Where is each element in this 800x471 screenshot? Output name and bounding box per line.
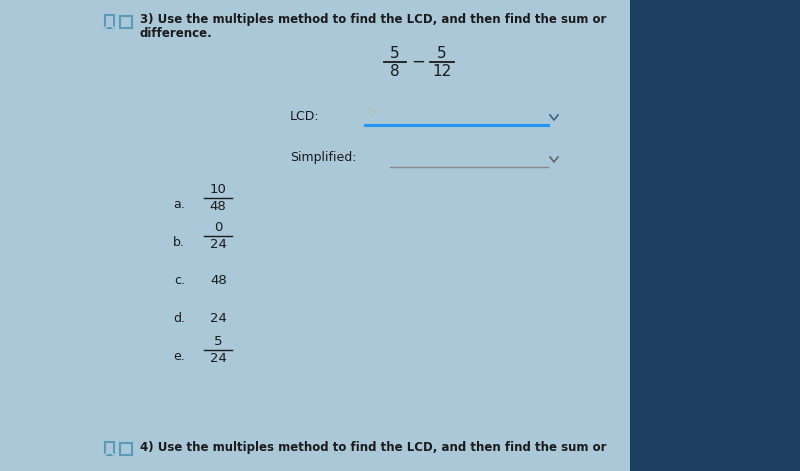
Text: 48: 48 <box>210 274 226 286</box>
Text: 4) Use the multiples method to find the LCD, and then find the sum or: 4) Use the multiples method to find the … <box>140 441 606 454</box>
Text: 12: 12 <box>432 64 452 79</box>
Bar <box>630 0 800 471</box>
Text: 5: 5 <box>437 46 447 61</box>
Text: LCD:: LCD: <box>290 109 320 122</box>
Text: Simplified:: Simplified: <box>290 152 357 164</box>
Text: 5: 5 <box>214 335 222 348</box>
Text: 24: 24 <box>210 238 226 251</box>
Text: 0: 0 <box>214 221 222 234</box>
Text: 10: 10 <box>210 183 226 196</box>
Text: b.: b. <box>173 236 185 249</box>
Text: 5: 5 <box>390 46 400 61</box>
Text: difference.: difference. <box>140 27 213 40</box>
Text: 24: 24 <box>210 352 226 365</box>
Bar <box>105 15 114 28</box>
Text: ☞: ☞ <box>368 104 381 118</box>
Text: 24: 24 <box>210 311 227 325</box>
Text: 8: 8 <box>390 64 400 79</box>
Bar <box>120 443 132 455</box>
Text: 3) Use the multiples method to find the LCD, and then find the sum or: 3) Use the multiples method to find the … <box>140 13 606 26</box>
Text: a.: a. <box>174 197 185 211</box>
Text: e.: e. <box>174 349 185 363</box>
Text: d.: d. <box>173 311 185 325</box>
Text: 48: 48 <box>210 200 226 213</box>
Bar <box>105 442 114 455</box>
Text: c.: c. <box>174 274 185 286</box>
Bar <box>120 16 132 28</box>
Text: −: − <box>411 53 425 71</box>
